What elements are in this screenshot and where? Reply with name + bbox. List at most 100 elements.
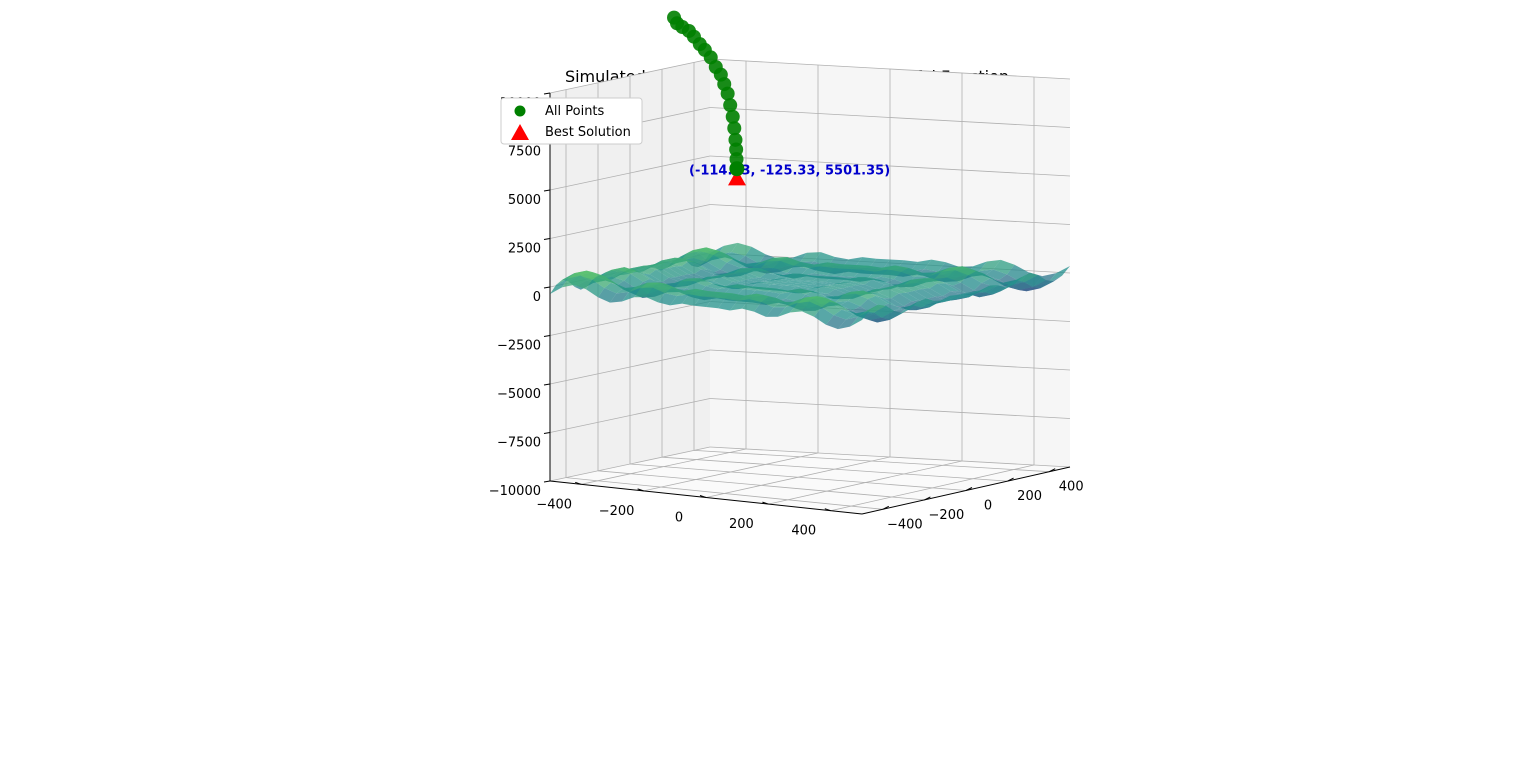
z-tick-label: −7500 [497, 436, 541, 451]
surface-patch [687, 261, 708, 270]
surface-patch [979, 259, 1001, 272]
best-solution-marker [728, 169, 746, 186]
surface-patch [718, 298, 738, 311]
axes-3d: −400−20002004004002000−200−4001000075005… [489, 58, 1084, 539]
surface-patch [821, 301, 842, 316]
surface-patch [766, 307, 786, 317]
surface-patch [701, 269, 721, 275]
grid-line [565, 477, 883, 510]
surface-patch [858, 277, 880, 280]
surface-patch [562, 275, 581, 288]
surface-patch [793, 288, 813, 295]
z-tick-mark [543, 286, 551, 289]
surface-patch [713, 251, 734, 263]
surface-patch [888, 283, 909, 287]
data-point [729, 161, 745, 177]
surface-patch [662, 262, 682, 267]
surface-patch [874, 265, 896, 272]
surface-patch [717, 242, 738, 256]
surface-plot [550, 242, 1070, 330]
surface-patch [693, 278, 713, 287]
z-tick-label: −2500 [497, 339, 541, 354]
surface-patch [869, 317, 890, 323]
surface-patch [610, 292, 629, 303]
surface-patch [586, 270, 606, 277]
legend-marker-all-points [514, 105, 526, 117]
surface-patch [605, 267, 625, 273]
z-tick-label: −10000 [489, 484, 541, 499]
surface-patch [933, 270, 955, 280]
surface-patch [952, 282, 974, 294]
surface-patch [829, 284, 850, 289]
surface-patch [688, 288, 708, 297]
surface-patch [758, 281, 779, 285]
surface-patch [834, 264, 855, 269]
surface-patch [658, 293, 677, 306]
surface-patch [726, 258, 747, 268]
surface-patch [753, 268, 774, 274]
surface-patch [688, 273, 708, 280]
surface-patch [953, 291, 974, 300]
surface-patch [873, 305, 894, 318]
surface-patch [835, 293, 856, 303]
grid-line [597, 470, 925, 501]
legend-label-best-solution: Best Solution [545, 125, 631, 140]
surface-patch [928, 267, 950, 277]
surface-patch [1024, 275, 1046, 288]
surface-patch [871, 279, 893, 285]
grid-line [693, 450, 1050, 473]
x-tick-label: 200 [729, 517, 754, 532]
surface-patch [739, 279, 760, 284]
surface-patch [886, 287, 907, 294]
surface-patch [870, 292, 892, 299]
surface-patch [640, 282, 660, 288]
surface-patch [945, 293, 966, 302]
surface-patch [611, 269, 631, 281]
surface-patch [875, 295, 897, 307]
surface-patch [857, 304, 878, 317]
surface-patch [1008, 272, 1030, 284]
surface-patch [610, 282, 630, 290]
surface-patch [742, 299, 762, 312]
surface-patch [898, 292, 920, 302]
surface-patch [913, 298, 934, 308]
surface-patch [687, 258, 707, 265]
data-point [725, 109, 740, 124]
surface-patch [694, 269, 715, 279]
x-tick-mark [699, 495, 707, 498]
best-solution-group: (-114.93, -125.33, 5501.35) [689, 161, 890, 186]
surface-patch [746, 268, 767, 278]
grid-line [661, 456, 1008, 482]
surface-patch [693, 251, 714, 262]
surface-patch [1010, 282, 1033, 290]
surface-patch [817, 296, 838, 303]
surface-patch [829, 301, 850, 311]
surface-patch [616, 287, 636, 294]
surface-patch [568, 270, 587, 279]
surface-patch [806, 275, 827, 277]
surface-patch [649, 269, 669, 282]
y-tick-label: −200 [929, 508, 965, 523]
z-tick-mark [543, 189, 551, 192]
surface-patch [765, 280, 786, 284]
surface-patch [682, 294, 701, 306]
surface-patch [921, 300, 942, 308]
surface-patch [861, 312, 882, 321]
surface-patch [745, 246, 766, 264]
surface-patch [1018, 287, 1041, 292]
surface-patch [796, 285, 817, 289]
legend-frame [500, 97, 643, 145]
surface-patch [910, 259, 932, 272]
surface-patch [799, 275, 820, 281]
surface-patch [783, 284, 804, 287]
surface-patch [670, 294, 689, 306]
surface-patch [976, 285, 998, 293]
surface-patch [793, 273, 814, 276]
surface-patch [847, 265, 869, 270]
surface-patch [827, 268, 848, 277]
surface-patch [659, 282, 679, 290]
surface-patch [855, 290, 876, 299]
surface-patch [771, 283, 791, 286]
surface-patch [880, 303, 901, 311]
surface-patch [814, 286, 835, 294]
